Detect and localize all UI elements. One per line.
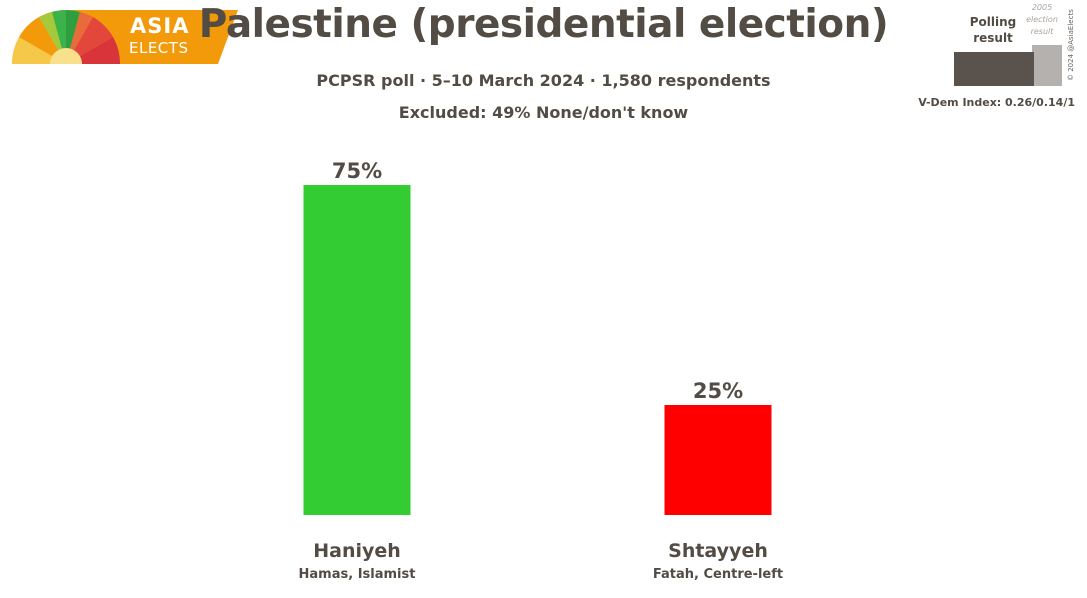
legend-polling-label: Polling result [969,15,1017,45]
category-label-shtayyeh: Shtayyeh [668,540,768,562]
party-label-haniyeh: Hamas, Islamist [298,567,416,582]
legend: Polling result 2005 election result [930,0,1087,115]
chart-subtitle: PCPSR poll · 5–10 March 2024 · 1,580 res… [316,71,771,90]
bar-haniyeh [303,185,411,515]
legend-polling-swatch [954,52,1034,86]
logo-line-2: ELECTS [129,39,189,57]
bar-shtayyeh [664,405,772,515]
legend-election-label: 2005 election result [1026,3,1058,36]
logo-fan-icon [12,10,238,64]
excluded-note: Excluded: 49% None/don't know [398,103,689,122]
category-label-haniyeh: Haniyeh [313,540,401,562]
logo-line-1: ASIA [130,14,190,38]
value-label-haniyeh: 75% [332,159,382,183]
asia-elects-logo: ASIA ELECTS [12,10,238,64]
value-label-shtayyeh: 25% [693,379,743,403]
chart-title: Palestine (presidential election) [198,2,889,47]
legend-election-swatch [1032,45,1062,86]
party-label-shtayyeh: Fatah, Centre-left [652,567,784,582]
vdem-index: V-Dem Index: 0.26/0.14/1 [918,96,1075,109]
